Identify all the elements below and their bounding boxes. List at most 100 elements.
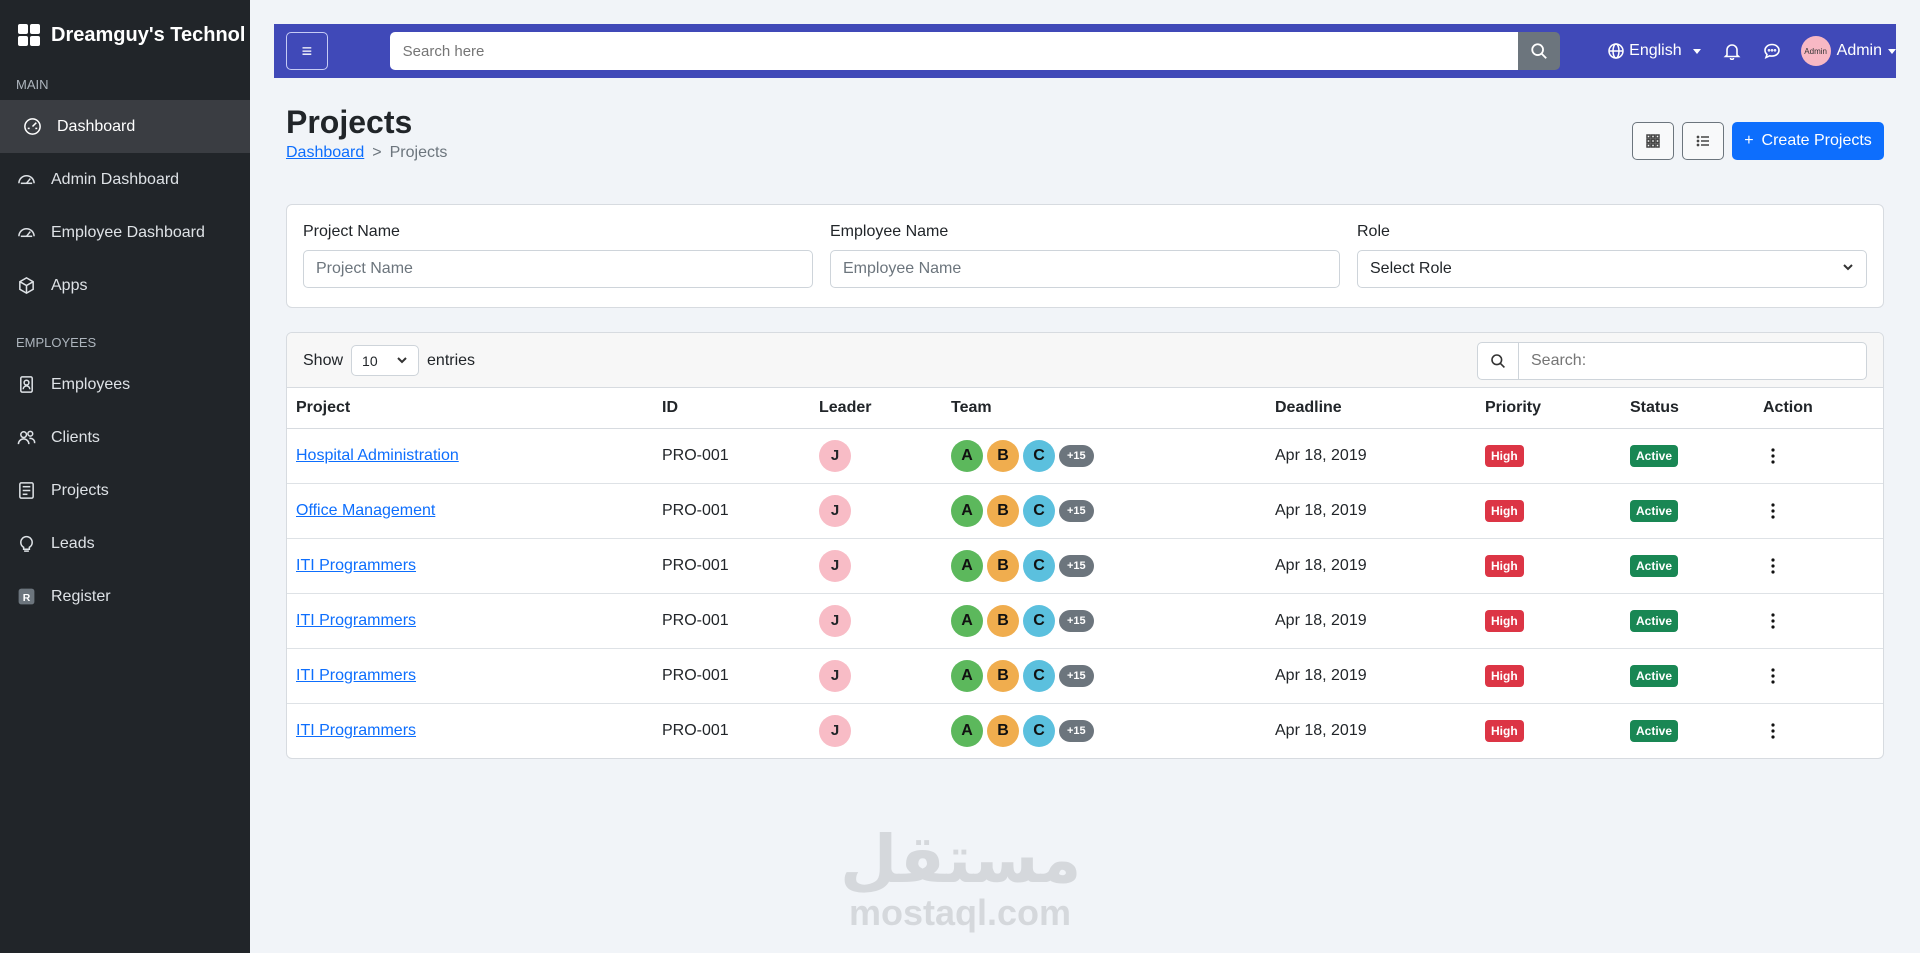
team-member-avatar[interactable]: C [1023,659,1055,692]
row-actions-button[interactable] [1763,723,1783,739]
chat-icon [1763,43,1780,59]
project-link[interactable]: ITI Programmers [296,611,417,629]
kebab-icon [1771,723,1775,739]
team-cell: A B C +15 [942,593,1266,649]
team-member-avatar[interactable]: C [1023,439,1055,472]
sidebar-item-dashboard[interactable]: Dashboard [0,100,250,153]
project-link[interactable]: Office Management [296,501,436,519]
leader-avatar[interactable]: J [819,604,851,637]
leader-avatar[interactable]: J [819,494,851,527]
team-member-avatar[interactable]: A [951,714,983,747]
table-search [1477,342,1867,380]
id-cell: PRO-001 [653,538,810,594]
team-more-badge[interactable]: +15 [1059,664,1094,687]
breadcrumb-separator: > [372,144,382,161]
project-cell: ITI Programmers [287,703,653,758]
language-dropdown[interactable]: English [1608,42,1701,60]
column-header-project[interactable]: Project [287,388,653,429]
team-avatars: A B C +15 [951,549,1257,582]
leader-avatar[interactable]: J [819,549,851,582]
leader-avatar[interactable]: J [819,714,851,747]
priority-badge: High [1485,499,1524,522]
team-member-avatar[interactable]: A [951,439,983,472]
team-more-badge[interactable]: +15 [1059,609,1094,632]
team-member-avatar[interactable]: C [1023,604,1055,637]
plus-icon: + [1744,132,1754,149]
row-actions-button[interactable] [1763,502,1783,519]
role-select[interactable]: Select Role [1357,250,1867,288]
leader-avatar[interactable]: J [819,439,851,472]
team-member-avatar[interactable]: B [987,714,1019,747]
sidebar-item-employee-dashboard[interactable]: Employee Dashboard [0,206,250,259]
sidebar-item-label: Apps [51,276,88,294]
menu-toggle-button[interactable]: ≡ [286,32,328,70]
team-member-avatar[interactable]: B [987,604,1019,637]
table-search-input[interactable] [1519,342,1867,380]
status-cell: Active [1621,703,1754,758]
filter-card: Project Name Employee Name Role Select R… [286,204,1884,308]
team-more-badge[interactable]: +15 [1059,554,1094,577]
sidebar-item-projects[interactable]: Projects [0,464,250,517]
row-actions-button[interactable] [1763,557,1783,574]
sidebar-item-register[interactable]: R Register [0,570,250,623]
create-projects-button[interactable]: + Create Projects [1732,122,1884,160]
column-header-status[interactable]: Status [1621,388,1754,429]
team-more-badge[interactable]: +15 [1059,719,1094,742]
entries-select[interactable]: 10 [351,345,420,376]
project-link[interactable]: ITI Programmers [296,556,417,574]
project-link[interactable]: ITI Programmers [296,721,417,739]
column-header-priority[interactable]: Priority [1476,388,1621,429]
row-actions-button[interactable] [1763,612,1783,629]
user-menu[interactable]: Admin Admin [1800,36,1896,66]
team-member-avatar[interactable]: A [951,549,983,582]
global-search-button[interactable] [1518,32,1561,70]
row-actions-button[interactable] [1763,447,1783,464]
project-name-input[interactable] [303,250,813,288]
employee-name-input[interactable] [830,250,1340,288]
team-more-badge[interactable]: +15 [1059,499,1094,522]
team-member-avatar[interactable]: A [951,604,983,637]
team-member-avatar[interactable]: B [987,494,1019,527]
team-member-avatar[interactable]: B [987,439,1019,472]
project-link[interactable]: Hospital Administration [296,446,459,464]
team-member-avatar[interactable]: C [1023,494,1055,527]
grid-view-button[interactable] [1632,122,1674,160]
sidebar-item-admin-dashboard[interactable]: Admin Dashboard [0,153,250,206]
sidebar-item-employees[interactable]: Employees [0,358,250,411]
priority-cell: High [1476,703,1621,758]
team-member-avatar[interactable]: C [1023,549,1055,582]
column-header-action[interactable]: Action [1754,388,1883,429]
sidebar-item-apps[interactable]: Apps [0,259,250,312]
global-search-input[interactable] [389,32,1519,70]
column-header-id[interactable]: ID [653,388,810,429]
notifications-button[interactable] [1723,42,1741,61]
column-header-deadline[interactable]: Deadline [1266,388,1476,429]
leader-avatar[interactable]: J [819,659,851,692]
team-member-avatar[interactable]: B [987,549,1019,582]
sidebar-item-leads[interactable]: Leads [0,517,250,570]
breadcrumb-home-link[interactable]: Dashboard [286,144,365,161]
team-more-badge[interactable]: +15 [1059,444,1094,467]
id-cell: PRO-001 [653,428,810,484]
brand[interactable]: Dreamguy's Technol [0,0,250,70]
sidebar-item-clients[interactable]: Clients [0,411,250,464]
project-cell: Office Management [287,483,653,539]
caret-down-icon [1888,48,1896,54]
action-cell [1754,428,1883,484]
status-cell: Active [1621,648,1754,704]
team-member-avatar[interactable]: B [987,659,1019,692]
row-actions-button[interactable] [1763,667,1783,684]
project-link[interactable]: ITI Programmers [296,666,417,684]
team-member-avatar[interactable]: A [951,494,983,527]
team-member-avatar[interactable]: A [951,659,983,692]
column-header-leader[interactable]: Leader [810,388,942,429]
deadline-cell: Apr 18, 2019 [1266,648,1476,704]
role-filter: Role Select Role [1357,223,1867,288]
people-icon [16,428,36,448]
column-header-team[interactable]: Team [942,388,1266,429]
messages-button[interactable] [1763,42,1781,60]
sidebar-item-label: Projects [51,481,109,499]
list-view-button[interactable] [1682,122,1724,160]
kebab-icon [1771,447,1775,464]
team-member-avatar[interactable]: C [1023,714,1055,747]
